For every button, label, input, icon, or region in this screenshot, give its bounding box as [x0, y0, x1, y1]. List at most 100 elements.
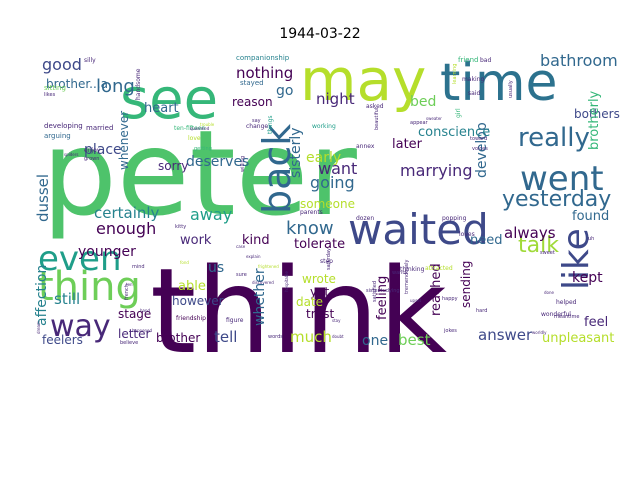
- word-waited: waited: [348, 205, 489, 254]
- word-attracted: attracted: [425, 265, 453, 272]
- word-however: however: [172, 294, 224, 308]
- word-arguing: arguing: [44, 132, 71, 140]
- word-worldly: worldly: [532, 330, 547, 335]
- word-sorry: sorry: [158, 159, 188, 173]
- word-still: still: [54, 290, 80, 308]
- word-uh: uh: [588, 236, 594, 242]
- word-go: go: [276, 83, 293, 99]
- word-tell: tell: [214, 328, 237, 346]
- word-kind: kind: [242, 233, 270, 248]
- word-done: done: [544, 290, 555, 295]
- word-change: change: [246, 123, 268, 130]
- word-discovered: discovered: [252, 280, 274, 285]
- word-case: case: [236, 244, 246, 249]
- word-bathroom: bathroom: [540, 51, 618, 70]
- word-friendship: friendship: [176, 315, 206, 322]
- word-brotherly: brotherly: [587, 90, 602, 150]
- word-words: words: [268, 334, 283, 340]
- word-certainly: certainly: [94, 204, 160, 222]
- word-toward: toward: [470, 136, 487, 142]
- word-upset: upset: [410, 298, 422, 303]
- word-peter: peter: [42, 104, 357, 242]
- word-went: went: [520, 159, 604, 199]
- word-beautiful: beautiful: [374, 108, 380, 130]
- word-heart: heart: [144, 101, 179, 116]
- word-kitty: kitty: [175, 224, 186, 230]
- word-conscience: conscience: [418, 125, 490, 140]
- word-wonderful: wonderful: [541, 311, 571, 318]
- word-thinking: thinking: [400, 266, 425, 273]
- word-likes: likes: [44, 92, 56, 98]
- word-tolerate: tolerate: [294, 237, 345, 252]
- word-feeling: feeling: [375, 276, 390, 320]
- word-talk: talk: [518, 233, 559, 258]
- word-way: way: [50, 309, 111, 344]
- word-even: even: [38, 239, 122, 279]
- word-night: night: [316, 90, 355, 108]
- word-good: good: [42, 55, 82, 74]
- word-silly: silly: [84, 57, 96, 64]
- word-kept: kept: [572, 270, 603, 286]
- word-explain: explain: [246, 254, 261, 259]
- word-voices: voices: [472, 146, 488, 152]
- word-away: away: [190, 205, 232, 224]
- word-back: back: [255, 124, 299, 214]
- word-place: place: [84, 142, 122, 158]
- word-bad: bad: [480, 57, 491, 64]
- word-stage: stage: [118, 307, 151, 321]
- word-trust: trust: [306, 307, 334, 321]
- word-reached: reached: [429, 263, 444, 316]
- word-always: always: [504, 224, 556, 242]
- word-jokes: jokes: [443, 328, 457, 334]
- word-hand: hand: [140, 308, 151, 313]
- word-sitting: sitting: [44, 84, 66, 92]
- word-figure: figure: [226, 317, 244, 324]
- word-bed: bed: [410, 94, 436, 110]
- word-meantime: meantime: [554, 314, 579, 320]
- word-sweater: sweater: [426, 116, 442, 121]
- word-quarreled: quarreled: [190, 126, 210, 131]
- word-need: need: [470, 233, 503, 248]
- word-want: want: [318, 159, 357, 178]
- word-love: love: [188, 135, 201, 142]
- word-working: working: [312, 123, 336, 130]
- word-time: time: [440, 53, 557, 113]
- word-sending: sending: [459, 261, 473, 308]
- word-making: making: [462, 76, 484, 83]
- word-yesterday: yesterday: [502, 187, 611, 212]
- word-married: married: [86, 124, 113, 132]
- word-studying: studying: [378, 288, 400, 294]
- word-feel: feel: [584, 315, 608, 330]
- word-much: much: [290, 328, 332, 346]
- word-enough: enough: [96, 219, 156, 238]
- word-whenever: whenever: [117, 111, 131, 170]
- cloud-background: [38, 48, 602, 360]
- word-answer: answer: [478, 326, 533, 344]
- word-french: french: [124, 284, 130, 300]
- word-able: able: [178, 279, 206, 294]
- word-fond: fond: [180, 260, 189, 265]
- word-ten-fifteen: ten-fifteen: [174, 125, 206, 132]
- word-appear: appear: [410, 120, 429, 126]
- word-ten: ten: [126, 282, 133, 287]
- word-tremendously: tremendously: [404, 260, 410, 294]
- word-companionship: companionship: [236, 54, 290, 62]
- word-helped: helped: [556, 299, 577, 306]
- word-dussel: dussel: [34, 174, 52, 222]
- word-believe: believe: [120, 340, 138, 346]
- word-deserves: deserves: [186, 154, 249, 170]
- word-unpleasant: unpleasant: [542, 331, 614, 346]
- word-sisterly: sisterly: [288, 127, 304, 178]
- word-annex: annex: [356, 143, 375, 150]
- word-date: date: [296, 295, 323, 309]
- word-nothing: nothing: [236, 64, 293, 82]
- word-see: see: [120, 67, 218, 132]
- word-frightened: frightened: [258, 264, 279, 269]
- word-trouble: trouble: [200, 122, 215, 127]
- word-doubt: doubt: [332, 334, 344, 339]
- word-early: early: [306, 150, 341, 166]
- word-happy: happy: [442, 296, 458, 302]
- word-sure: sure: [236, 272, 247, 278]
- word-step: step: [320, 258, 333, 265]
- word-know: know: [286, 218, 334, 239]
